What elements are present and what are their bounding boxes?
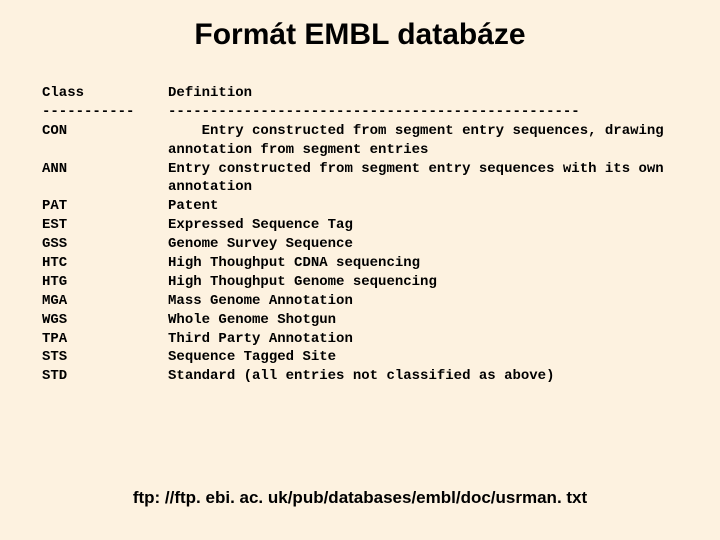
class-definition-table: Class Definition ----------- -----------…	[42, 84, 682, 386]
slide: Formát EMBL databáze Class Definition --…	[0, 0, 720, 540]
slide-footer: ftp: //ftp. ebi. ac. uk/pub/databases/em…	[0, 488, 720, 508]
slide-title: Formát EMBL databáze	[0, 18, 720, 52]
